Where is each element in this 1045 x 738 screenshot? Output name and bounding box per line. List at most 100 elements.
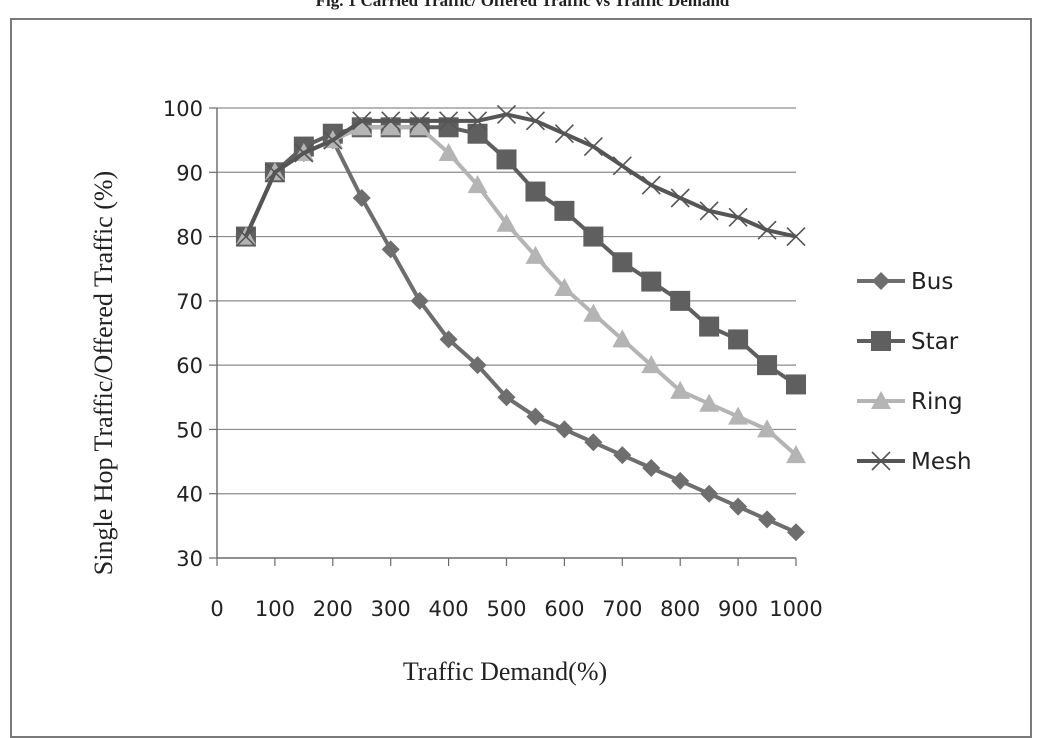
y-tick-label: 80 bbox=[176, 226, 203, 250]
data-point-ring bbox=[728, 406, 749, 425]
data-point-star bbox=[583, 226, 604, 247]
x-tick-label: 600 bbox=[544, 597, 584, 621]
series-ring bbox=[235, 117, 806, 464]
data-point-mesh bbox=[410, 111, 430, 131]
legend-label-star: Star bbox=[911, 329, 959, 355]
data-point-ring bbox=[612, 329, 633, 348]
data-point-bus bbox=[758, 510, 777, 529]
data-point-ring bbox=[525, 245, 546, 264]
legend-marker-ring bbox=[871, 391, 891, 409]
y-tick-label: 30 bbox=[176, 547, 203, 571]
data-point-mesh bbox=[670, 188, 690, 208]
y-tick-label: 50 bbox=[176, 418, 203, 442]
data-point-ring bbox=[786, 445, 806, 464]
x-tick-label: 400 bbox=[429, 597, 469, 621]
data-point-ring bbox=[438, 143, 459, 161]
data-point-star bbox=[525, 181, 546, 202]
legend-label-bus: Bus bbox=[911, 269, 953, 295]
data-point-star bbox=[757, 355, 778, 376]
data-point-mesh bbox=[352, 111, 372, 131]
x-axis-title: Traffic Demand(%) bbox=[403, 657, 607, 686]
data-point-bus bbox=[468, 356, 487, 375]
series-mesh bbox=[236, 104, 806, 247]
series-line-star bbox=[244, 125, 798, 387]
data-point-bus bbox=[381, 240, 400, 259]
data-point-bus bbox=[497, 388, 516, 407]
data-point-bus bbox=[642, 459, 661, 477]
data-point-ring bbox=[699, 393, 720, 412]
data-point-mesh bbox=[381, 111, 401, 131]
x-tick-label: 900 bbox=[718, 597, 758, 621]
data-point-star bbox=[670, 290, 691, 311]
gridlines bbox=[217, 107, 796, 495]
data-point-ring bbox=[670, 380, 691, 399]
data-point-mesh bbox=[554, 124, 574, 144]
x-tick-label: 200 bbox=[313, 597, 353, 621]
legend-marker-bus bbox=[872, 272, 890, 290]
data-point-mesh bbox=[323, 130, 343, 150]
legend-marker-star bbox=[871, 331, 891, 351]
data-point-bus bbox=[526, 407, 545, 426]
data-point-mesh bbox=[757, 220, 777, 240]
legend-item-ring: Ring bbox=[857, 389, 963, 415]
data-point-ring bbox=[757, 419, 778, 438]
data-point-ring bbox=[496, 213, 517, 232]
data-point-mesh bbox=[641, 175, 661, 195]
data-point-mesh bbox=[699, 201, 719, 221]
x-tick-label: 1000 bbox=[769, 597, 822, 621]
data-point-mesh bbox=[236, 227, 256, 247]
data-point-ring bbox=[583, 303, 604, 322]
data-point-mesh bbox=[467, 111, 488, 131]
x-tick-label: 500 bbox=[486, 597, 526, 621]
axes bbox=[209, 107, 797, 566]
data-point-mesh bbox=[612, 156, 632, 176]
y-axis-title: Single Hop Traffic/Offered Traffic (%) bbox=[89, 171, 118, 575]
data-point-bus bbox=[584, 433, 603, 452]
y-tick-label: 60 bbox=[176, 354, 203, 378]
data-point-bus bbox=[555, 420, 574, 439]
data-point-mesh bbox=[265, 162, 285, 182]
x-tick-label: 300 bbox=[371, 597, 411, 621]
data-point-bus bbox=[439, 330, 458, 349]
data-point-ring bbox=[641, 355, 662, 374]
y-tick-label: 90 bbox=[176, 161, 203, 185]
data-point-mesh bbox=[294, 143, 314, 163]
data-point-bus bbox=[613, 446, 632, 465]
data-point-bus bbox=[787, 523, 805, 542]
y-tick-label: 40 bbox=[176, 483, 203, 507]
data-point-star bbox=[612, 252, 633, 273]
data-point-bus bbox=[700, 484, 719, 503]
legend-item-bus: Bus bbox=[857, 269, 953, 295]
data-point-bus bbox=[729, 497, 748, 516]
series-lines bbox=[235, 104, 806, 542]
legend-item-mesh: Mesh bbox=[857, 449, 972, 475]
data-point-mesh bbox=[786, 227, 806, 247]
data-point-star bbox=[554, 200, 575, 221]
data-point-ring bbox=[409, 117, 430, 136]
data-point-star bbox=[728, 329, 749, 350]
data-point-ring bbox=[554, 278, 575, 296]
data-point-star bbox=[699, 316, 720, 337]
x-tick-label: 800 bbox=[660, 597, 700, 621]
legend: Bus Star Ring Mesh bbox=[857, 269, 972, 475]
y-tick-label: 100 bbox=[163, 97, 203, 121]
legend-label-mesh: Mesh bbox=[911, 449, 972, 475]
y-tick-label: 70 bbox=[176, 290, 203, 314]
data-point-mesh bbox=[496, 104, 517, 124]
data-point-star bbox=[786, 374, 806, 395]
x-tick-label: 0 bbox=[210, 597, 223, 621]
series-star bbox=[235, 117, 806, 395]
data-point-mesh bbox=[525, 111, 546, 131]
data-point-star bbox=[467, 123, 488, 144]
legend-item-star: Star bbox=[857, 329, 959, 355]
x-tick-label: 100 bbox=[255, 597, 295, 621]
data-point-mesh bbox=[728, 207, 748, 227]
data-point-ring bbox=[351, 117, 372, 136]
data-point-bus bbox=[671, 471, 690, 490]
data-point-bus bbox=[410, 291, 429, 310]
data-point-bus bbox=[352, 189, 371, 207]
data-point-ring bbox=[467, 175, 488, 194]
legend-marker-mesh bbox=[871, 451, 891, 471]
